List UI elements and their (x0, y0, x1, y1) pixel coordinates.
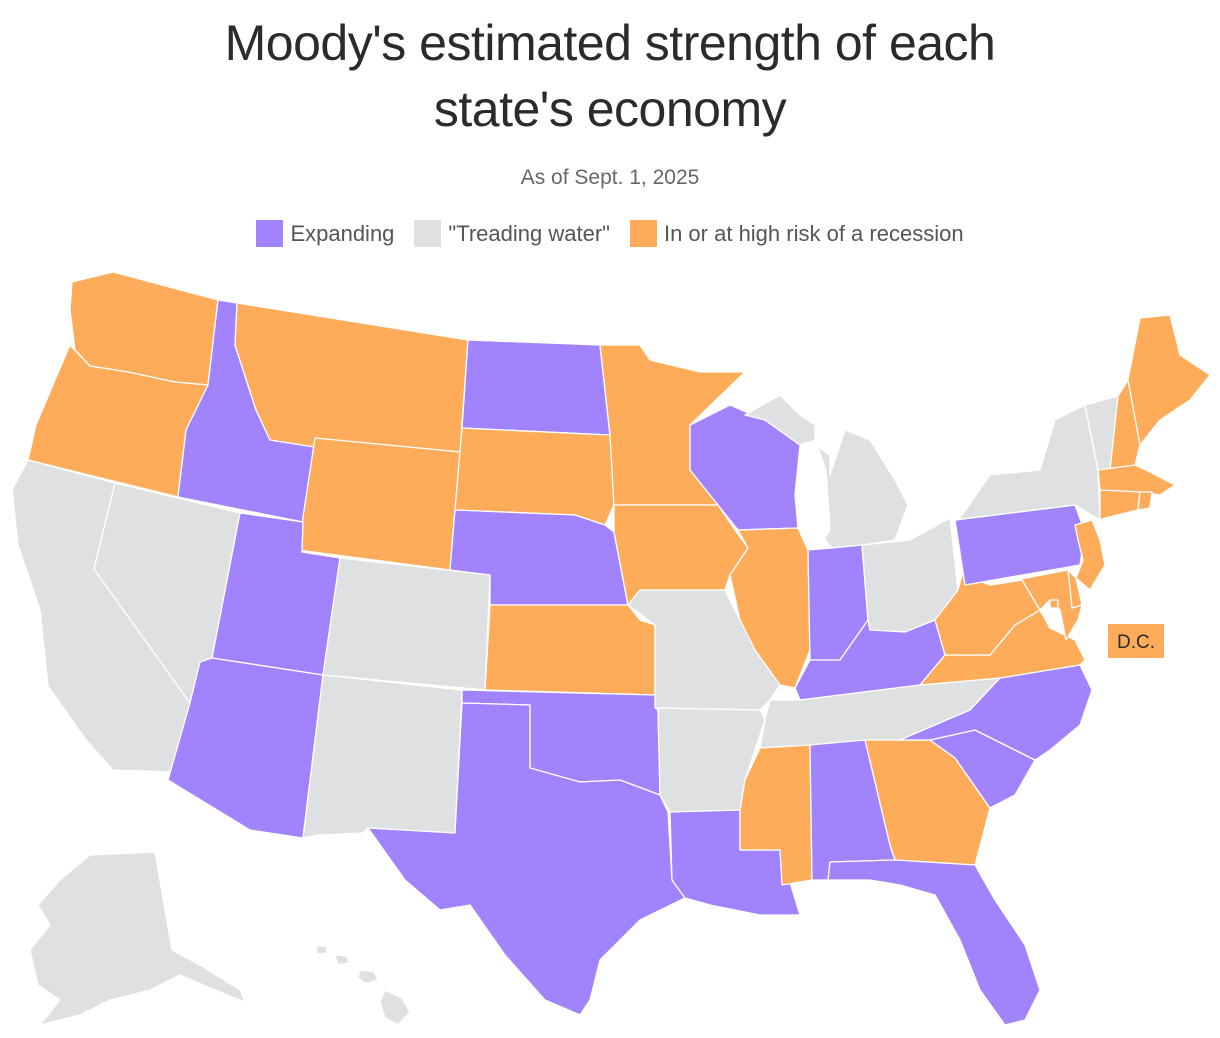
dc-callout-box (1108, 624, 1164, 658)
chart-title: Moody's estimated strength of each state… (0, 10, 1220, 142)
state-HI-maui (357, 969, 379, 985)
state-IA (613, 504, 749, 606)
state-CO (322, 557, 491, 691)
dc-callout: D.C. (1108, 624, 1164, 658)
state-MT (234, 302, 469, 453)
legend-swatch-recession (629, 220, 657, 247)
legend: Expanding "Treading water" In or at high… (0, 220, 1220, 247)
lake-superior (734, 364, 861, 411)
legend-swatch-expanding (256, 220, 284, 247)
legend-label-recession: In or at high risk of a recession (663, 220, 964, 246)
subtitle: As of Sept. 1, 2025 (520, 166, 700, 189)
legend-item-treading: "Treading water" (414, 220, 610, 247)
state-MD (989, 569, 1083, 641)
dc-callout-label: D.C. (1117, 632, 1155, 653)
state-DC (1049, 599, 1059, 609)
state-ME (1127, 314, 1211, 446)
state-ND (461, 339, 611, 436)
state-NJ (1074, 519, 1106, 591)
legend-swatch-treading (414, 220, 442, 247)
state-NM (302, 674, 463, 839)
state-WY (297, 437, 461, 571)
state-NC (899, 664, 1093, 761)
state-FL (827, 859, 1041, 1026)
state-NY (954, 404, 1101, 521)
state-WI (689, 404, 801, 531)
title-line-2: state's economy (433, 81, 787, 137)
state-HI-big-island (379, 989, 411, 1026)
legend-item-recession: In or at high risk of a recession (629, 220, 964, 247)
state-KS (484, 604, 656, 696)
state-AK (29, 851, 246, 1026)
title-line-1: Moody's estimated strength of each (224, 15, 996, 71)
state-HI-kauai (315, 945, 328, 955)
lake-michigan (799, 439, 831, 546)
state-HI-oahu (334, 954, 350, 966)
state-RI (1137, 491, 1153, 511)
state-CT (1099, 489, 1141, 521)
legend-item-expanding: Expanding (256, 220, 394, 247)
state-NH (1109, 379, 1141, 471)
state-IL (729, 527, 811, 689)
legend-label-expanding: Expanding (290, 220, 395, 246)
state-TX (367, 702, 686, 1016)
legend-label-treading: "Treading water" (448, 220, 610, 246)
